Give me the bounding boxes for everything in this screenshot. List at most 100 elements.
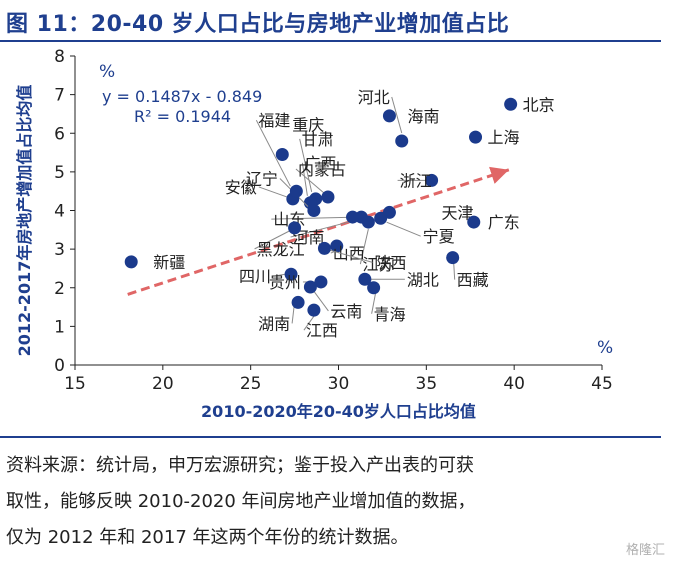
- data-point-北京: [504, 97, 518, 111]
- x-tick-label: 15: [64, 374, 86, 394]
- leader-line: [295, 168, 325, 194]
- y-tick-label: 1: [54, 317, 65, 337]
- point-label: 广东: [488, 213, 520, 232]
- x-tick-label: 25: [240, 374, 262, 394]
- leader-line: [271, 216, 358, 220]
- point-label: 宁夏: [423, 227, 455, 246]
- leader-line: [291, 306, 295, 324]
- source-rule: [0, 436, 661, 438]
- leader-line: [371, 292, 377, 314]
- point-label: 陕西: [374, 253, 406, 272]
- data-point-河北: [395, 134, 409, 148]
- leader-line: [301, 162, 308, 196]
- y-axis-title: 2012-2017年房地产增加值占比均值: [15, 85, 34, 357]
- y-tick-label: 6: [54, 124, 65, 144]
- point-label: 新疆: [153, 253, 185, 272]
- x-axis-title: 2010-2020年20-40岁人口占比均值: [201, 402, 476, 421]
- data-point-广东: [467, 215, 481, 229]
- leader-line: [254, 230, 290, 250]
- point-label: 广西: [304, 154, 336, 173]
- leader-line: [313, 291, 329, 312]
- y-tick-label: 2: [54, 279, 65, 299]
- point-label: 上海: [488, 128, 520, 147]
- x-tick-label: 45: [591, 374, 613, 394]
- title-rule: [0, 40, 661, 42]
- figure-title: 图 11：20-40 岁人口占比与房地产业增加值占比: [6, 12, 510, 37]
- point-label: 辽宁: [246, 170, 278, 189]
- data-point-宁夏: [374, 211, 388, 225]
- point-label: 西藏: [457, 271, 489, 290]
- point-label: 山西: [333, 244, 365, 263]
- y-tick-label: 4: [54, 202, 65, 222]
- data-point-江苏: [361, 215, 375, 229]
- data-point-江西: [307, 303, 321, 317]
- point-label: 云南: [330, 302, 362, 321]
- leader-line: [290, 221, 349, 238]
- data-point-青海: [367, 281, 381, 295]
- source-note: 资料来源：统计局，申万宏源研究；鉴于投入产出表的可获 取性，能够反映 2010-…: [6, 448, 656, 556]
- y-tick-label: 0: [54, 356, 65, 376]
- r-squared-label: R² = 0.1944: [134, 107, 231, 126]
- data-point-河南: [346, 210, 360, 224]
- point-label: 浙江: [400, 171, 432, 190]
- y-tick-label: 5: [54, 163, 65, 183]
- y-tick-label: 8: [54, 47, 65, 67]
- point-label: 青海: [374, 305, 406, 324]
- point-label: 重庆: [292, 115, 324, 134]
- leader-line: [453, 262, 456, 280]
- data-point-海南: [382, 109, 396, 123]
- x-tick-label: 35: [416, 374, 438, 394]
- y-tick-label: 3: [54, 240, 65, 260]
- point-label: 湖北: [407, 270, 439, 289]
- data-point-福建: [289, 184, 303, 198]
- leader-line: [255, 119, 291, 187]
- point-label: 安徽: [225, 178, 257, 197]
- leader-line: [299, 138, 313, 193]
- point-label: 内蒙古: [298, 160, 346, 179]
- data-point-湖南: [291, 295, 305, 309]
- point-label: 河北: [358, 88, 390, 107]
- y-tick-label: 7: [54, 86, 65, 106]
- data-point-新疆: [124, 255, 138, 269]
- point-label: 四川: [239, 267, 271, 286]
- source-line-2: 取性，能够反映 2010-2020 年间房地产业增加值的数据，: [6, 491, 476, 512]
- point-label: 湖南: [258, 314, 290, 333]
- point-label: 江西: [306, 321, 338, 340]
- x-tick-label: 30: [328, 374, 350, 394]
- regression-equation: y = 0.1487x - 0.849: [102, 87, 262, 106]
- data-point-黑龙江: [288, 221, 302, 235]
- data-point-辽宁: [307, 204, 321, 217]
- source-line-3: 仅为 2012 年和 2017 年这两个年份的统计数据。: [6, 527, 409, 548]
- leader-line: [303, 315, 315, 331]
- source-line-1: 资料来源：统计局，申万宏源研究；鉴于投入产出表的可获: [6, 455, 474, 476]
- data-point-云南: [303, 280, 317, 294]
- x-tick-label: 40: [503, 374, 525, 394]
- point-label: 北京: [523, 95, 555, 114]
- data-point-浙江: [425, 173, 439, 187]
- leader-line: [391, 96, 403, 134]
- leader-line: [258, 186, 287, 198]
- trend-arrow: [127, 166, 510, 296]
- data-point-西藏: [446, 251, 460, 265]
- x-tick-label: 20: [152, 374, 174, 394]
- point-label: 黑龙江: [257, 240, 305, 259]
- point-label: 江苏: [362, 255, 394, 274]
- data-point-上海: [469, 130, 483, 144]
- data-point-内蒙古: [321, 190, 335, 204]
- point-label: 甘肃: [302, 130, 334, 149]
- y-unit-label: %: [99, 62, 115, 82]
- x-unit-label: %: [597, 338, 613, 358]
- data-point-湖北: [358, 272, 372, 286]
- data-point-四川: [284, 267, 298, 281]
- watermark-logo: 格隆汇: [625, 543, 665, 558]
- point-label: 河南: [293, 228, 325, 247]
- data-point-山西: [330, 239, 344, 253]
- data-point-陕西: [317, 241, 331, 255]
- leader-line: [359, 228, 369, 265]
- leader-line: [272, 273, 286, 277]
- point-label: 福建: [258, 111, 290, 130]
- point-label: 贵州: [269, 273, 301, 292]
- data-point-贵州: [314, 275, 328, 289]
- leader-line: [386, 221, 421, 237]
